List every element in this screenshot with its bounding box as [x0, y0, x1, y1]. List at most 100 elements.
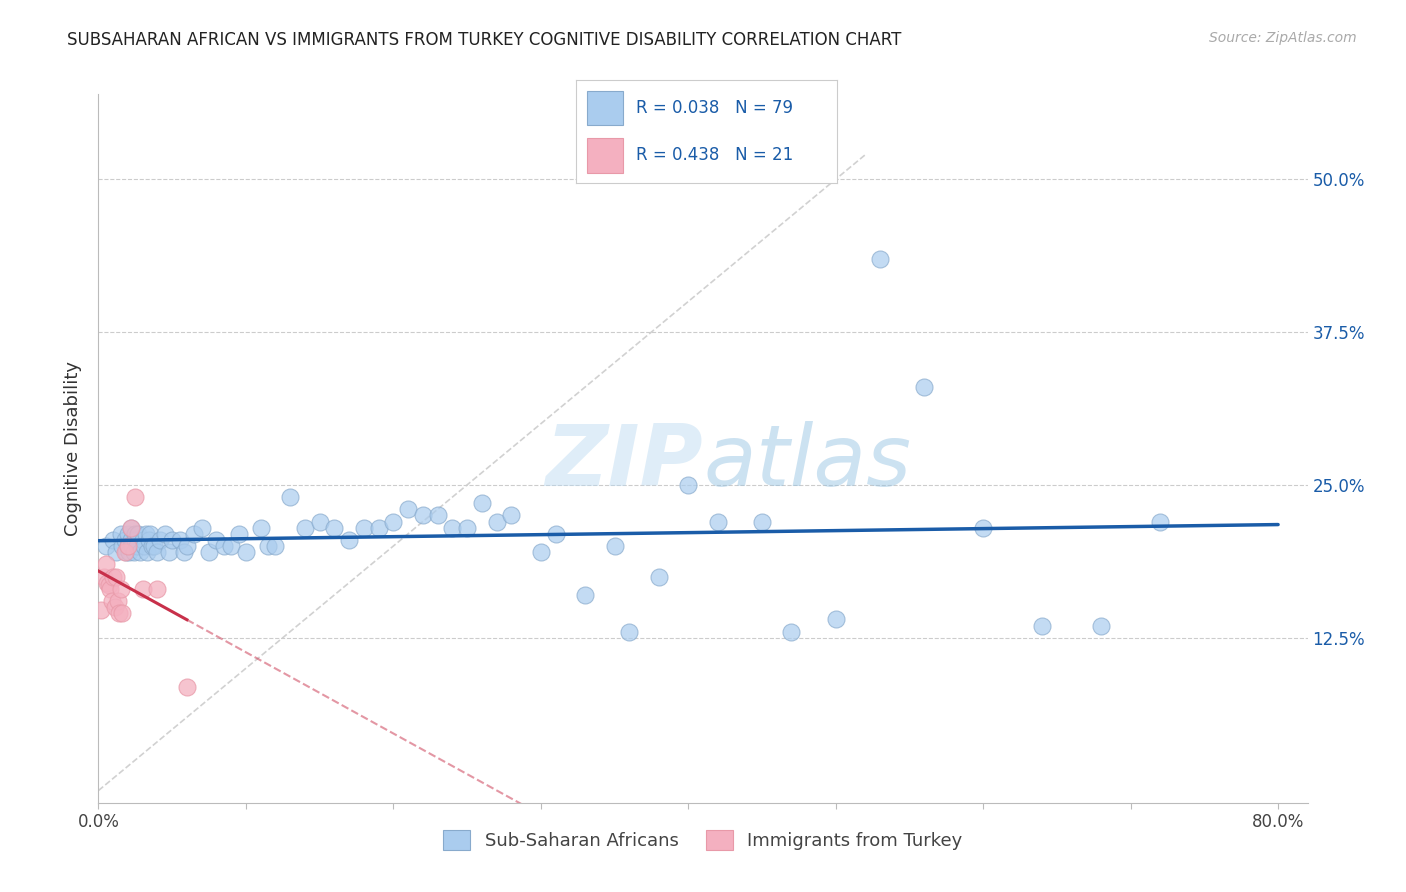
Point	[412, 508, 434, 523]
Point	[143, 539, 166, 553]
Point	[134, 539, 156, 553]
Point	[120, 533, 142, 547]
Point	[110, 582, 132, 596]
Point	[278, 490, 301, 504]
Point	[131, 533, 153, 547]
Text: R = 0.038   N = 79: R = 0.038 N = 79	[637, 99, 793, 117]
Point	[190, 521, 212, 535]
Point	[131, 582, 153, 596]
Point	[128, 545, 150, 559]
Point	[294, 521, 316, 535]
Text: Source: ZipAtlas.com: Source: ZipAtlas.com	[1209, 31, 1357, 45]
Point	[117, 539, 139, 553]
Point	[228, 526, 250, 541]
Point	[426, 508, 449, 523]
Point	[120, 521, 142, 535]
Point	[678, 478, 700, 492]
Point	[205, 533, 228, 547]
Point	[751, 515, 773, 529]
Point	[121, 539, 143, 553]
Point	[94, 558, 117, 572]
Point	[90, 602, 112, 616]
Point	[160, 533, 183, 547]
Point	[138, 533, 160, 547]
Legend: Sub-Saharan Africans, Immigrants from Turkey: Sub-Saharan Africans, Immigrants from Tu…	[436, 822, 970, 857]
Text: SUBSAHARAN AFRICAN VS IMMIGRANTS FROM TURKEY COGNITIVE DISABILITY CORRELATION CH: SUBSAHARAN AFRICAN VS IMMIGRANTS FROM TU…	[67, 31, 901, 49]
Point	[122, 545, 145, 559]
Point	[96, 575, 118, 590]
Point	[824, 612, 846, 626]
Point	[94, 539, 117, 553]
Point	[648, 569, 671, 583]
Point	[257, 539, 280, 553]
Point	[169, 533, 191, 547]
Point	[100, 594, 122, 608]
Point	[972, 521, 994, 535]
FancyBboxPatch shape	[586, 91, 623, 126]
Point	[264, 539, 287, 553]
Point	[501, 508, 523, 523]
Point	[114, 545, 136, 559]
Point	[136, 545, 159, 559]
Point	[198, 545, 221, 559]
Point	[124, 526, 146, 541]
Point	[101, 533, 124, 547]
Y-axis label: Cognitive Disability: Cognitive Disability	[65, 360, 83, 536]
Point	[115, 545, 138, 559]
Point	[111, 539, 134, 553]
Point	[98, 582, 121, 596]
Point	[105, 569, 128, 583]
Point	[146, 545, 169, 559]
FancyBboxPatch shape	[586, 137, 623, 173]
Point	[1090, 618, 1112, 632]
Point	[780, 624, 803, 639]
Point	[912, 380, 935, 394]
Text: R = 0.438   N = 21: R = 0.438 N = 21	[637, 146, 793, 164]
Point	[441, 521, 464, 535]
Point	[1031, 618, 1053, 632]
Point	[323, 521, 346, 535]
Point	[93, 569, 115, 583]
Point	[124, 533, 146, 547]
Point	[176, 539, 198, 553]
Point	[135, 526, 157, 541]
Point	[485, 515, 508, 529]
Point	[1149, 515, 1171, 529]
Point	[125, 539, 148, 553]
Point	[183, 526, 205, 541]
Point	[149, 533, 172, 547]
Point	[173, 545, 195, 559]
Point	[235, 545, 257, 559]
Point	[176, 680, 198, 694]
Point	[110, 526, 132, 541]
Point	[249, 521, 271, 535]
Point	[105, 545, 128, 559]
Point	[308, 515, 330, 529]
Point	[219, 539, 242, 553]
Point	[544, 526, 567, 541]
Point	[114, 533, 136, 547]
Point	[367, 521, 389, 535]
Point	[530, 545, 553, 559]
Point	[869, 252, 891, 266]
Point	[117, 539, 139, 553]
Point	[456, 521, 478, 535]
Point	[153, 526, 176, 541]
Text: atlas: atlas	[703, 421, 911, 504]
Point	[157, 545, 180, 559]
Point	[396, 502, 419, 516]
Point	[574, 588, 596, 602]
Text: ZIP: ZIP	[546, 421, 703, 504]
Point	[127, 526, 149, 541]
Point	[337, 533, 360, 547]
Point	[107, 594, 129, 608]
Point	[124, 490, 146, 504]
Point	[353, 521, 375, 535]
Point	[146, 582, 169, 596]
Point	[104, 600, 127, 615]
Point	[108, 607, 131, 621]
Point	[603, 539, 626, 553]
Point	[118, 545, 141, 559]
Point	[706, 515, 728, 529]
Point	[139, 526, 162, 541]
